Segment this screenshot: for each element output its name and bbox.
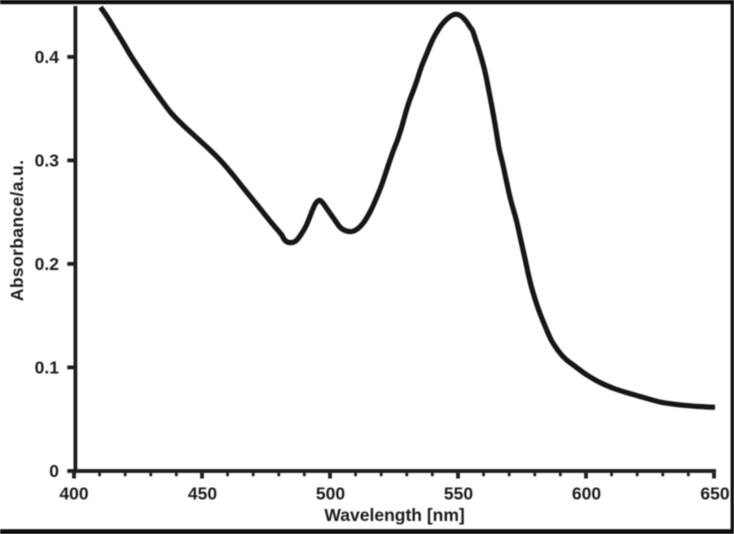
svg-text:500: 500 (316, 483, 345, 503)
svg-text:0.4: 0.4 (35, 47, 60, 67)
svg-text:400: 400 (59, 483, 88, 503)
svg-text:450: 450 (188, 483, 217, 503)
svg-text:0.3: 0.3 (35, 151, 60, 171)
svg-text:Absorbance/a.u.: Absorbance/a.u. (7, 160, 27, 301)
svg-text:600: 600 (572, 483, 601, 503)
svg-text:Wavelength [nm]: Wavelength [nm] (324, 505, 464, 525)
svg-text:0.2: 0.2 (35, 254, 60, 274)
svg-text:0: 0 (49, 461, 59, 481)
svg-text:650: 650 (700, 483, 729, 503)
svg-text:550: 550 (444, 483, 473, 503)
svg-text:0.1: 0.1 (35, 358, 60, 378)
